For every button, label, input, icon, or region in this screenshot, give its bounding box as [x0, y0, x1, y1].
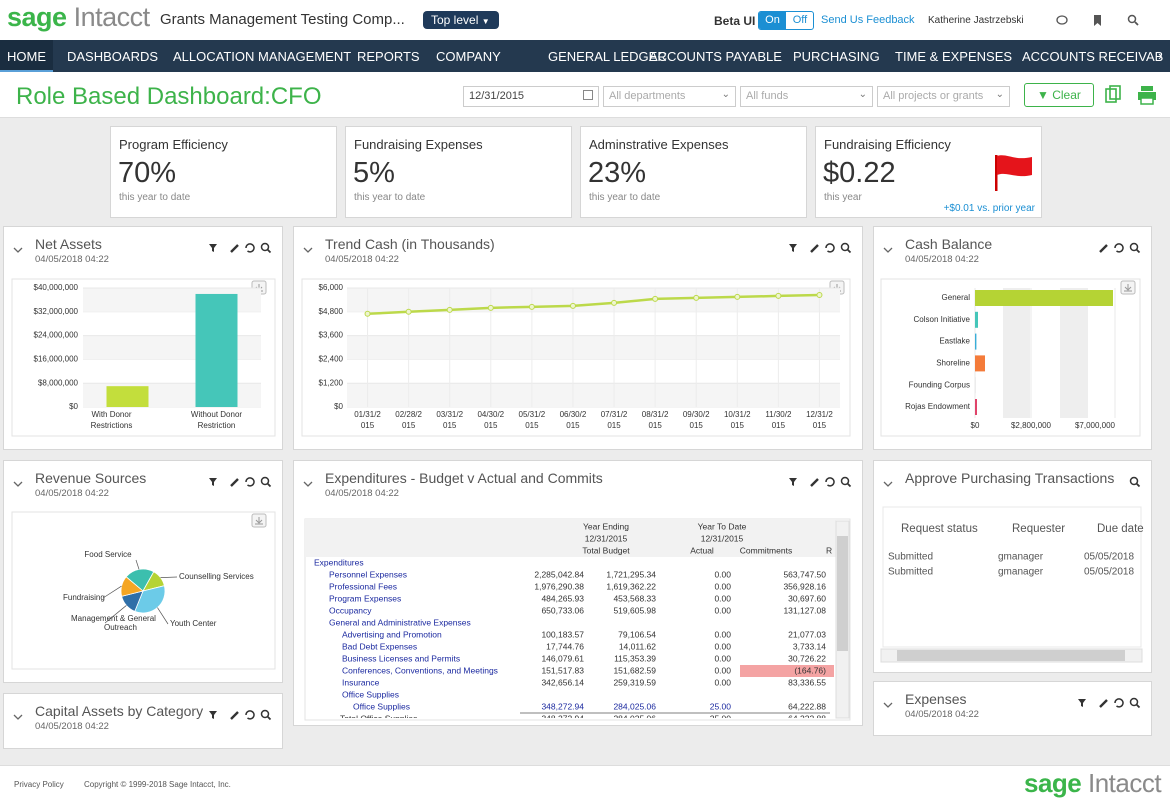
- widget: Capital Assets by Category 04/05/2018 04:…: [3, 693, 283, 749]
- widget-title: Approve Purchasing Transactions: [905, 470, 1115, 486]
- header-icons: [1056, 14, 1139, 26]
- top-bar: sage Intacct Grants Management Testing C…: [0, 0, 1170, 40]
- widget: Expenses 04/05/2018 04:22: [873, 681, 1152, 736]
- select-arrow: ⌄: [858, 89, 867, 100]
- kpi-note: this year to date: [589, 192, 661, 203]
- kpi-value: 23%: [588, 157, 647, 189]
- level-label: Top level: [431, 13, 479, 27]
- kpi-value: $0.22: [823, 157, 896, 189]
- toggle-on[interactable]: On: [759, 12, 786, 29]
- nav-item[interactable]: COMPANY: [436, 49, 501, 64]
- footer: Privacy Policy Copyright © 1999-2018 Sag…: [0, 765, 1170, 799]
- kpi-value: 5%: [353, 157, 395, 189]
- copy-icon[interactable]: [1105, 85, 1121, 103]
- widget-title: Revenue Sources: [35, 470, 147, 486]
- widget-updated: 04/05/2018 04:22: [905, 709, 979, 720]
- chat-icon[interactable]: [1056, 15, 1068, 25]
- widget: Trend Cash (in Thousands) 04/05/2018 04:2…: [293, 226, 863, 450]
- toolbar: Role Based Dashboard:CFO 12/31/2015 ▼ Cl…: [0, 72, 1170, 118]
- logo-product: Intacct: [1088, 768, 1162, 798]
- widget-title: Capital Assets by Category: [35, 703, 204, 719]
- nav-item[interactable]: GENERAL LEDGER: [548, 49, 667, 64]
- bookmark-icon[interactable]: [1094, 15, 1101, 26]
- beta-toggle[interactable]: On Off: [758, 11, 814, 30]
- kpi-card: Adminstrative Expenses 23% this year to da…: [580, 126, 807, 218]
- date-value: 12/31/2015: [469, 90, 525, 102]
- widget: Cash Balance 04/05/2018 04:22: [873, 226, 1152, 450]
- calendar-icon[interactable]: [583, 90, 593, 100]
- select-arrow: ⌄: [721, 89, 730, 100]
- flag-icon: [995, 155, 1032, 191]
- widget-title: Trend Cash (in Thousands): [325, 236, 495, 252]
- filter-select[interactable]: All funds ⌄: [740, 86, 873, 107]
- widget-title: Cash Balance: [905, 236, 993, 252]
- logo-brand: sage: [1024, 768, 1082, 798]
- select-arrow: ⌄: [995, 89, 1004, 100]
- widget-updated: 04/05/2018 04:22: [325, 254, 399, 265]
- logo-brand: sage: [7, 2, 67, 32]
- kpi-note: this year to date: [119, 192, 191, 203]
- widget-title: Expenses: [905, 691, 967, 707]
- filter-placeholder: All funds: [746, 90, 789, 102]
- nav-item[interactable]: PURCHASING: [793, 49, 880, 64]
- search-icon[interactable]: [1127, 14, 1139, 26]
- widget: Net Assets 04/05/2018 04:22: [3, 226, 283, 450]
- beta-label: Beta UI: [714, 14, 756, 28]
- logo[interactable]: sage Intacct: [7, 2, 150, 33]
- feedback-link[interactable]: Send Us Feedback: [821, 14, 915, 26]
- widget: Approve Purchasing Transactions: [873, 460, 1152, 673]
- toolbar-icons: [1105, 85, 1156, 105]
- nav-item[interactable]: ACCOUNTS PAYABLE: [649, 49, 782, 64]
- privacy-link[interactable]: Privacy Policy: [14, 780, 64, 789]
- nav-item[interactable]: ALLOCATION MANAGEMENT: [173, 49, 352, 64]
- nav-item[interactable]: TIME & EXPENSES: [895, 49, 1013, 64]
- filter-placeholder: All departments: [609, 90, 686, 102]
- kpi-title: Fundraising Efficiency: [824, 137, 951, 152]
- kpi-card: Fundraising Efficiency $0.22 this year +$0.…: [815, 126, 1042, 218]
- dashboard-title: Role Based Dashboard:CFO: [16, 83, 322, 110]
- widget-updated: 04/05/2018 04:22: [905, 254, 979, 265]
- widget-updated: 04/05/2018 04:22: [35, 254, 109, 265]
- widget-updated: 04/05/2018 04:22: [325, 488, 399, 499]
- widget-title: Net Assets: [35, 236, 102, 252]
- widget-title: Expenditures - Budget v Actual and Commi…: [325, 470, 603, 486]
- print-icon[interactable]: [1138, 86, 1156, 105]
- kpi-note: this year to date: [354, 192, 426, 203]
- kpi-title: Adminstrative Expenses: [589, 137, 729, 152]
- widget-updated: 04/05/2018 04:22: [35, 721, 109, 732]
- nav-more: ›: [1158, 48, 1163, 63]
- main-nav: HOME DASHBOARDS ALLOCATION MANAGEMENT REPOR…: [0, 40, 1170, 72]
- nav-item[interactable]: REPORTS: [357, 49, 420, 64]
- kpi-card: Fundraising Expenses 5% this year to date: [345, 126, 572, 218]
- nav-item[interactable]: DASHBOARDS: [67, 49, 159, 64]
- widget: Revenue Sources 04/05/2018 04:22: [3, 460, 283, 683]
- clear-label: Clear: [1052, 88, 1081, 102]
- date-input[interactable]: 12/31/2015: [463, 86, 599, 107]
- footer-logo: sage Intacct: [1024, 768, 1162, 799]
- widget: Expenditures - Budget v Actual and Commi…: [293, 460, 863, 726]
- kpi-value: 70%: [118, 157, 177, 189]
- clear-button[interactable]: ▼ Clear: [1024, 83, 1094, 107]
- logo-product: Intacct: [73, 2, 151, 32]
- user-name[interactable]: Katherine Jastrzebski: [928, 15, 1024, 26]
- nav-item[interactable]: HOME: [0, 40, 53, 72]
- widget-updated: 04/05/2018 04:22: [35, 488, 109, 499]
- kpi-title: Fundraising Expenses: [354, 137, 483, 152]
- toggle-off[interactable]: Off: [792, 14, 808, 26]
- filter-select[interactable]: All projects or grants ⌄: [877, 86, 1010, 107]
- level-selector[interactable]: Top level ▼: [423, 11, 499, 29]
- kpi-note: this year: [824, 192, 862, 203]
- company-name[interactable]: Grants Management Testing Comp...: [160, 11, 405, 28]
- nav-item[interactable]: ACCOUNTS RECEIVAB: [1022, 49, 1164, 64]
- filter-select[interactable]: All departments ⌄: [603, 86, 736, 107]
- kpi-title: Program Efficiency: [119, 137, 228, 152]
- copyright: Copyright © 1999-2018 Sage Intacct, Inc.: [84, 780, 231, 789]
- filter-placeholder: All projects or grants: [883, 90, 984, 102]
- kpi-card: Program Efficiency 70% this year to date: [110, 126, 337, 218]
- kpi-change: +$0.01 vs. prior year: [943, 203, 1035, 214]
